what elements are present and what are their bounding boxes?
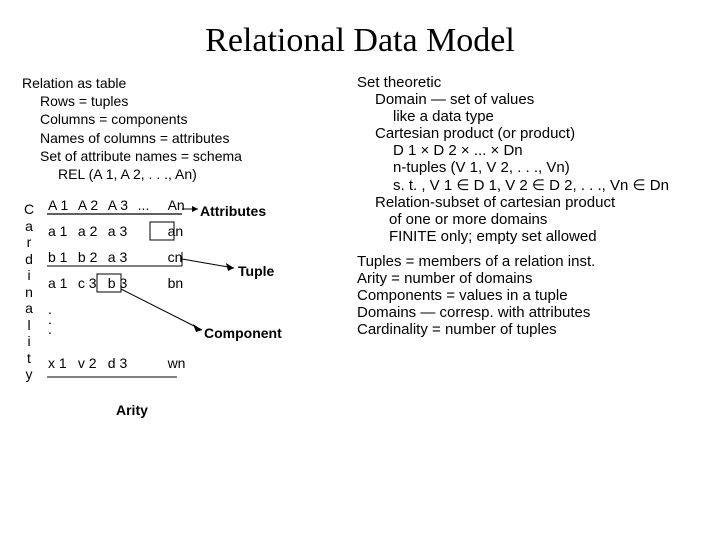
text-line: s. t. , V 1 ∈ D 1, V 2 ∈ D 2, . . ., Vn … xyxy=(357,176,690,194)
desc-line: REL (A 1, A 2, . . ., An) xyxy=(22,165,357,183)
cell: a 1 xyxy=(48,275,74,291)
char: y xyxy=(22,366,36,383)
char: n xyxy=(22,284,36,301)
cell: . xyxy=(48,321,74,337)
char: d xyxy=(22,251,36,268)
component-label: Component xyxy=(204,325,282,341)
text-line: Domains — corresp. with attributes xyxy=(357,304,690,321)
text-line: n-tuples (V 1, V 2, . . ., Vn) xyxy=(357,159,690,176)
text-line: of one or more domains xyxy=(357,211,690,228)
char: a xyxy=(22,300,36,317)
cell: x 1 xyxy=(48,355,74,371)
char: i xyxy=(22,333,36,350)
dot-row: . xyxy=(48,301,194,311)
char: i xyxy=(22,267,36,284)
relation-description: Relation as table Rows = tuples Columns … xyxy=(22,74,357,183)
desc-line: Relation as table xyxy=(22,74,357,92)
cell: an xyxy=(168,223,194,239)
table-row: x 1 v 2 d 3 wn xyxy=(48,355,194,381)
cardinality-label-vertical: C a r d i n a l i t y xyxy=(22,201,36,383)
text-line: Cardinality = number of tuples xyxy=(357,321,690,338)
cell: A 2 xyxy=(78,197,104,213)
dot-row: . xyxy=(48,321,194,331)
cell: b 2 xyxy=(78,249,104,265)
cell: bn xyxy=(168,275,194,291)
cell: a 2 xyxy=(78,223,104,239)
right-column: Set theoretic Domain — set of values lik… xyxy=(357,74,690,427)
table-row: a 1 c 3 b 3 bn xyxy=(48,275,194,301)
slide-title: Relational Data Model xyxy=(0,0,720,74)
desc-line: Names of columns = attributes xyxy=(22,129,357,147)
cell: v 2 xyxy=(78,355,104,371)
data-grid: A 1 A 2 A 3 ... An a 1 a 2 a 3 an b 1 b … xyxy=(48,197,194,381)
arity-label: Arity xyxy=(116,402,148,418)
char: a xyxy=(22,218,36,235)
table-diagram: C a r d i n a l i t y A 1 A 2 A 3 ... An xyxy=(22,197,357,427)
text-line: Components = values in a tuple xyxy=(357,287,690,304)
cell: A 3 xyxy=(108,197,134,213)
cell: A 1 xyxy=(48,197,74,213)
text-line: Arity = number of domains xyxy=(357,270,690,287)
table-row: b 1 b 2 a 3 cn xyxy=(48,249,194,275)
cell: An xyxy=(168,197,194,213)
text-line: D 1 × D 2 × ... × Dn xyxy=(357,142,690,159)
left-column: Relation as table Rows = tuples Columns … xyxy=(22,74,357,427)
tuple-label: Tuple xyxy=(238,263,274,279)
cell: b 3 xyxy=(108,275,134,291)
cell: c 3 xyxy=(78,275,104,291)
cell: b 1 xyxy=(48,249,74,265)
char: l xyxy=(22,317,36,334)
cell: wn xyxy=(168,355,194,371)
char: C xyxy=(22,201,36,218)
header-row: A 1 A 2 A 3 ... An xyxy=(48,197,194,223)
cell: ... xyxy=(138,197,164,213)
attributes-label: Attributes xyxy=(200,203,266,219)
cell: a 3 xyxy=(108,223,134,239)
desc-line: Columns = components xyxy=(22,110,357,128)
text-line: Domain — set of values xyxy=(357,91,690,108)
cell: a 3 xyxy=(108,249,134,265)
text-line: Cartesian product (or product) xyxy=(357,125,690,142)
char: r xyxy=(22,234,36,251)
text-line: like a data type xyxy=(357,108,690,125)
content-area: Relation as table Rows = tuples Columns … xyxy=(0,74,720,427)
text-line: Tuples = members of a relation inst. xyxy=(357,245,690,270)
desc-line: Rows = tuples xyxy=(22,92,357,110)
cell: d 3 xyxy=(108,355,134,371)
table-row: a 1 a 2 a 3 an xyxy=(48,223,194,249)
set-theoretic-header: Set theoretic xyxy=(357,74,690,91)
dot-row: . xyxy=(48,311,194,321)
cell: cn xyxy=(168,249,194,265)
text-line: FINITE only; empty set allowed xyxy=(357,228,690,245)
cell: a 1 xyxy=(48,223,74,239)
desc-line: Set of attribute names = schema xyxy=(22,147,357,165)
text-line: Relation-subset of cartesian product xyxy=(357,194,690,211)
char: t xyxy=(22,350,36,367)
